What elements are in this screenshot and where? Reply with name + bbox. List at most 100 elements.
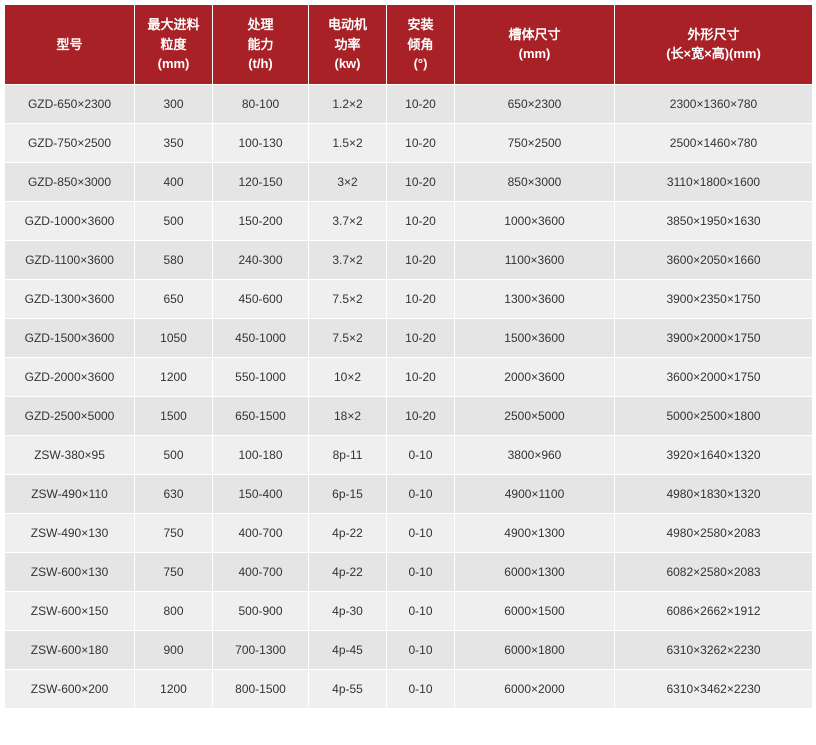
cell: 6p-15 (309, 474, 387, 513)
cell: 3850×1950×1630 (615, 201, 813, 240)
cell: GZD-750×2500 (5, 123, 135, 162)
col-header-text: 处理 (247, 17, 273, 32)
cell: ZSW-600×150 (5, 591, 135, 630)
cell: 4p-45 (309, 630, 387, 669)
cell: 750 (135, 513, 213, 552)
table-row: ZSW-600×130750400-7004p-220-106000×13006… (5, 552, 813, 591)
col-header-text: (长×宽×高)(mm) (666, 46, 761, 61)
cell: GZD-1100×3600 (5, 240, 135, 279)
cell: 0-10 (387, 630, 455, 669)
cell: 650-1500 (213, 396, 309, 435)
cell: 1100×3600 (455, 240, 615, 279)
cell: 4980×1830×1320 (615, 474, 813, 513)
cell: 1500×3600 (455, 318, 615, 357)
cell: 7.5×2 (309, 318, 387, 357)
cell: 100-180 (213, 435, 309, 474)
cell: 4900×1300 (455, 513, 615, 552)
table-row: GZD-1100×3600580240-3003.7×210-201100×36… (5, 240, 813, 279)
col-header-text: 电动机 (328, 17, 367, 32)
cell: 400 (135, 162, 213, 201)
col-header-3: 电动机功率(kw) (309, 5, 387, 85)
table-row: GZD-1300×3600650450-6007.5×210-201300×36… (5, 279, 813, 318)
col-header-text: 粒度 (160, 37, 186, 52)
table-row: ZSW-600×2001200800-15004p-550-106000×200… (5, 669, 813, 708)
cell: 2500×1460×780 (615, 123, 813, 162)
cell: 1200 (135, 357, 213, 396)
cell: 700-1300 (213, 630, 309, 669)
cell: GZD-1000×3600 (5, 201, 135, 240)
cell: GZD-2000×3600 (5, 357, 135, 396)
cell: 0-10 (387, 435, 455, 474)
cell: 6086×2662×1912 (615, 591, 813, 630)
cell: 1.2×2 (309, 84, 387, 123)
cell: 3.7×2 (309, 240, 387, 279)
cell: 1300×3600 (455, 279, 615, 318)
cell: 100-130 (213, 123, 309, 162)
cell: 150-400 (213, 474, 309, 513)
cell: 580 (135, 240, 213, 279)
table-row: ZSW-490×130750400-7004p-220-104900×13004… (5, 513, 813, 552)
cell: 120-150 (213, 162, 309, 201)
cell: ZSW-600×130 (5, 552, 135, 591)
table-header: 型号最大进料粒度(mm)处理能力(t/h)电动机功率(kw)安装倾角(°)槽体尺… (5, 5, 813, 85)
table-row: ZSW-380×95500100-1808p-110-103800×960392… (5, 435, 813, 474)
col-header-text: (mm) (158, 56, 190, 71)
cell: 1200 (135, 669, 213, 708)
cell: 5000×2500×1800 (615, 396, 813, 435)
cell: 450-1000 (213, 318, 309, 357)
cell: 10-20 (387, 201, 455, 240)
col-header-text: (°) (414, 56, 428, 71)
col-header-text: 外形尺寸 (687, 27, 739, 42)
cell: 300 (135, 84, 213, 123)
cell: GZD-1500×3600 (5, 318, 135, 357)
col-header-5: 槽体尺寸(mm) (455, 5, 615, 85)
cell: 0-10 (387, 669, 455, 708)
col-header-text: 能力 (247, 37, 273, 52)
cell: 3900×2000×1750 (615, 318, 813, 357)
cell: 6310×3462×2230 (615, 669, 813, 708)
cell: GZD-850×3000 (5, 162, 135, 201)
cell: 3800×960 (455, 435, 615, 474)
col-header-0: 型号 (5, 5, 135, 85)
cell: 6000×1300 (455, 552, 615, 591)
cell: 800 (135, 591, 213, 630)
cell: 4900×1100 (455, 474, 615, 513)
cell: 6000×2000 (455, 669, 615, 708)
col-header-6: 外形尺寸 (长×宽×高)(mm) (615, 5, 813, 85)
cell: GZD-650×2300 (5, 84, 135, 123)
cell: 10-20 (387, 279, 455, 318)
cell: 10-20 (387, 396, 455, 435)
cell: 3×2 (309, 162, 387, 201)
cell: 3.7×2 (309, 201, 387, 240)
table-row: ZSW-600×150800500-9004p-300-106000×15006… (5, 591, 813, 630)
cell: ZSW-600×200 (5, 669, 135, 708)
cell: 4p-55 (309, 669, 387, 708)
cell: 150-200 (213, 201, 309, 240)
cell: 900 (135, 630, 213, 669)
cell: ZSW-380×95 (5, 435, 135, 474)
cell: 3600×2050×1660 (615, 240, 813, 279)
cell: 650×2300 (455, 84, 615, 123)
cell: 850×3000 (455, 162, 615, 201)
cell: 800-1500 (213, 669, 309, 708)
col-header-text: (kw) (335, 56, 361, 71)
cell: 4p-22 (309, 552, 387, 591)
table-row: ZSW-600×180900700-13004p-450-106000×1800… (5, 630, 813, 669)
cell: 3600×2000×1750 (615, 357, 813, 396)
cell: 80-100 (213, 84, 309, 123)
cell: 10×2 (309, 357, 387, 396)
cell: 550-1000 (213, 357, 309, 396)
cell: 10-20 (387, 318, 455, 357)
cell: 10-20 (387, 84, 455, 123)
cell: 400-700 (213, 513, 309, 552)
cell: 500 (135, 201, 213, 240)
table-row: GZD-850×3000400120-1503×210-20850×300031… (5, 162, 813, 201)
col-header-text: (mm) (519, 46, 551, 61)
cell: 1050 (135, 318, 213, 357)
table-row: GZD-1500×36001050450-10007.5×210-201500×… (5, 318, 813, 357)
cell: 650 (135, 279, 213, 318)
cell: 750×2500 (455, 123, 615, 162)
cell: 3900×2350×1750 (615, 279, 813, 318)
cell: 500-900 (213, 591, 309, 630)
table-row: GZD-2500×50001500650-150018×210-202500×5… (5, 396, 813, 435)
